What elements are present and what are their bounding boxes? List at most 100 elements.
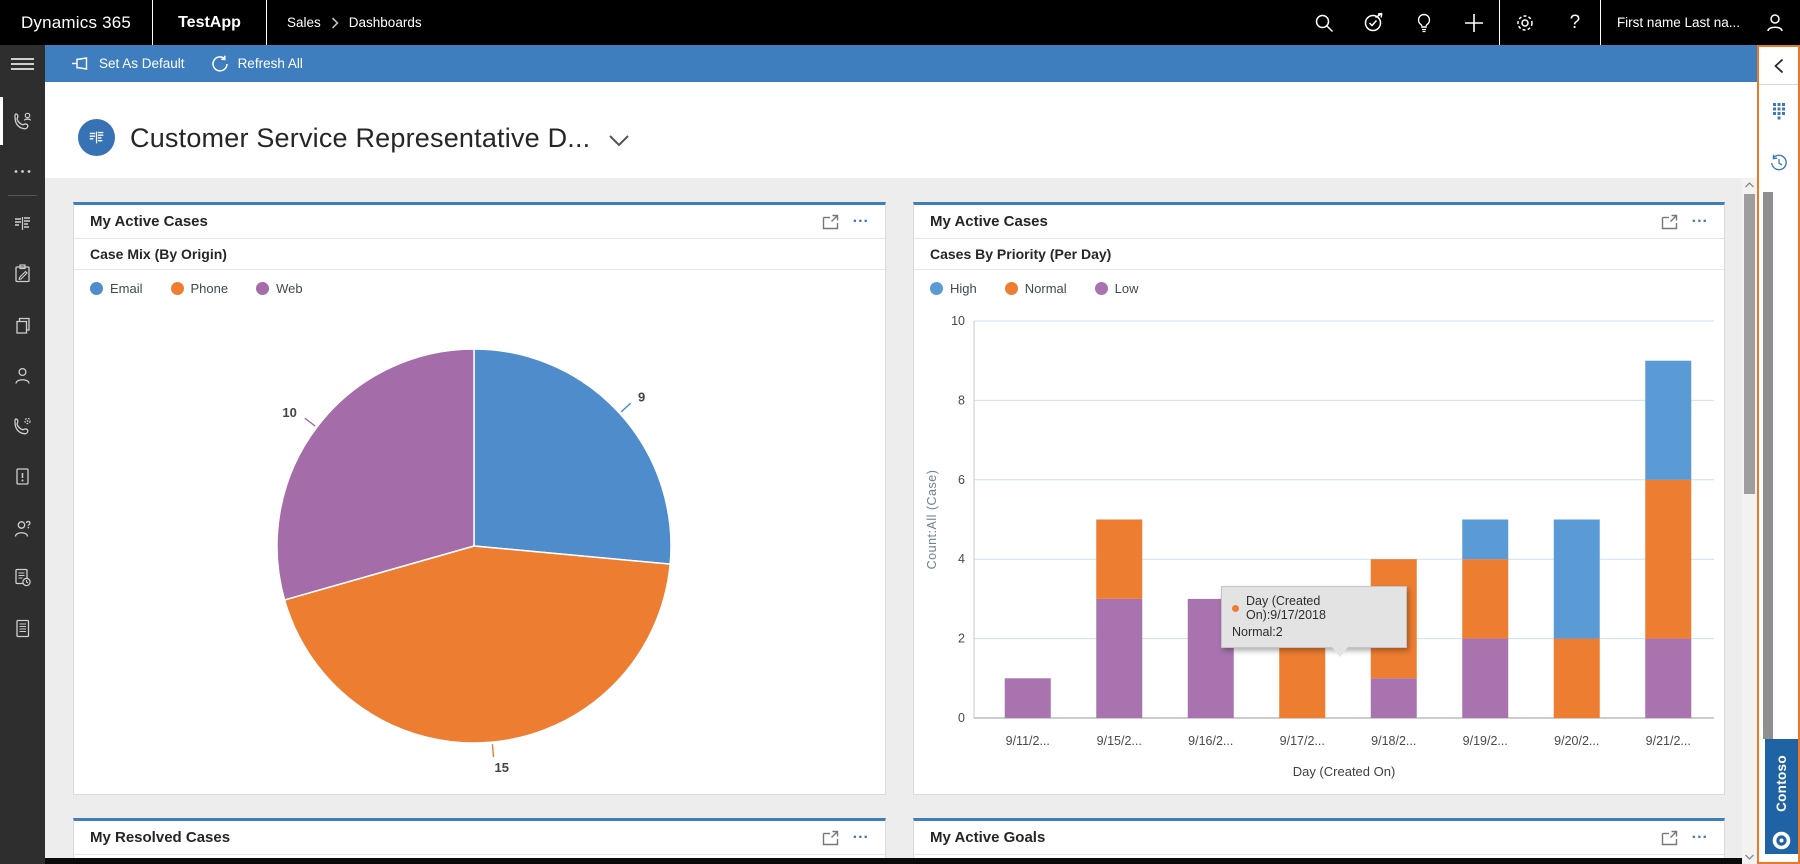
bar-segment-high[interactable]: [1462, 520, 1508, 560]
help-icon: ?: [1570, 12, 1581, 34]
pie-legend: Email Phone Web: [74, 270, 885, 306]
breadcrumb-page[interactable]: Dashboards: [349, 15, 422, 30]
more-ellipsis-icon[interactable]: [12, 161, 33, 182]
bar-segment-low[interactable]: [1462, 639, 1508, 718]
search-button[interactable]: [1299, 0, 1349, 45]
contact-question-icon[interactable]: [12, 518, 33, 539]
dashboard-selector-chevron-icon[interactable]: [608, 134, 630, 147]
bar-segment-normal[interactable]: [1279, 639, 1325, 718]
lightbulb-icon: [1413, 12, 1435, 34]
legend-label: Phone: [191, 281, 229, 296]
expand-icon[interactable]: [822, 214, 839, 230]
legend-item-web[interactable]: Web: [256, 281, 303, 296]
bar-segment-normal[interactable]: [1462, 559, 1508, 638]
help-button[interactable]: ?: [1550, 0, 1600, 45]
scroll-up-arrow[interactable]: [1742, 178, 1757, 192]
task-check-button[interactable]: [1349, 0, 1399, 45]
card-title: My Resolved Cases: [90, 829, 822, 846]
y-axis-title: Count:All (Case): [925, 470, 939, 570]
card-menu-ellipsis[interactable]: ...: [853, 213, 869, 231]
dialpad-grid-icon: [1771, 102, 1787, 121]
bar-segment-high[interactable]: [1554, 520, 1600, 639]
lightbulb-button[interactable]: [1399, 0, 1449, 45]
main-scrollbar: [1742, 178, 1757, 864]
phone-person-icon[interactable]: [12, 111, 33, 132]
selected-nav-indicator: [0, 97, 3, 145]
dynamics-365-brand[interactable]: Dynamics 365: [0, 13, 152, 33]
bar-segment-normal[interactable]: [1096, 520, 1142, 599]
x-tick-label: 9/18/2...: [1371, 734, 1416, 748]
contacts-person-icon[interactable]: [12, 365, 33, 386]
articles-icon[interactable]: [12, 618, 33, 639]
gear-icon: [1514, 12, 1536, 34]
legend-dot: [256, 282, 269, 295]
user-name[interactable]: First name Last na...: [1601, 15, 1750, 30]
bar-segment-low[interactable]: [1005, 678, 1051, 718]
card-menu-ellipsis[interactable]: ...: [853, 829, 869, 847]
cases-icon[interactable]: [12, 466, 33, 487]
command-bar: Set As Default Refresh All: [45, 45, 1757, 82]
chart-subtitle: Case Mix (By Origin): [74, 239, 885, 270]
activities-clipboard-icon[interactable]: [12, 263, 33, 284]
bar-segment-low[interactable]: [1645, 639, 1691, 718]
divider: [266, 0, 267, 45]
chevron-left-icon: [1774, 58, 1784, 74]
set-as-default-label: Set As Default: [99, 56, 185, 71]
pie-slice-email[interactable]: [474, 349, 671, 564]
dashboard-title[interactable]: Customer Service Representative D...: [130, 123, 590, 154]
reports-clock-icon[interactable]: [12, 567, 33, 588]
pie-data-label: 15: [494, 760, 508, 775]
collapse-panel-button[interactable]: [1759, 47, 1798, 85]
app-name[interactable]: TestApp: [153, 14, 266, 32]
x-axis-title: Day (Created On): [1293, 764, 1396, 779]
tenant-name: Contoso: [1774, 755, 1789, 812]
tooltip-line2: Normal:2: [1232, 625, 1396, 639]
bar-segment-normal[interactable]: [1645, 480, 1691, 639]
y-tick-label: 4: [958, 552, 965, 566]
user-menu-button[interactable]: [1750, 0, 1800, 45]
pie-chart[interactable]: 91510: [74, 310, 887, 798]
tooltip-line1: Day (Created On):9/17/2018: [1246, 594, 1396, 622]
dialpad-grid-button[interactable]: [1759, 85, 1798, 137]
set-as-default-button[interactable]: Set As Default: [71, 55, 185, 72]
breadcrumb-area[interactable]: Sales: [287, 15, 321, 30]
legend-item-phone[interactable]: Phone: [171, 281, 229, 296]
bar-chart[interactable]: 02468109/11/2...9/15/2...9/16/2...9/17/2…: [914, 205, 1726, 798]
top-navigation-bar: Dynamics 365 TestApp Sales Dashboards ? …: [0, 0, 1800, 45]
card-menu-ellipsis[interactable]: ...: [1692, 829, 1708, 847]
dashboards-icon[interactable]: [12, 213, 33, 234]
settings-button[interactable]: [1500, 0, 1550, 45]
scroll-down-arrow[interactable]: [1742, 850, 1757, 864]
chart-tooltip: Day (Created On):9/17/2018 Normal:2: [1221, 586, 1407, 648]
y-tick-label: 2: [958, 632, 965, 646]
phone-settings-icon[interactable]: [12, 416, 33, 437]
bar-segment-low[interactable]: [1096, 599, 1142, 718]
card-title: My Active Cases: [90, 213, 822, 230]
dashboard-header: Customer Service Representative D...: [45, 82, 1757, 178]
bar-segment-low[interactable]: [1371, 678, 1417, 718]
dashboard-canvas: My Active Cases ... Case Mix (By Origin)…: [45, 178, 1742, 864]
bar-segment-normal[interactable]: [1554, 639, 1600, 718]
hamburger-menu-icon[interactable]: [11, 58, 34, 70]
bar-segment-high[interactable]: [1645, 361, 1691, 480]
add-button[interactable]: [1449, 0, 1499, 45]
refresh-all-label: Refresh All: [238, 56, 303, 71]
x-tick-label: 9/15/2...: [1097, 734, 1142, 748]
dashboard-glyph-icon: [87, 128, 106, 147]
documents-icon[interactable]: [12, 315, 33, 336]
refresh-icon: [211, 55, 229, 73]
contoso-tenant-tab[interactable]: Contoso: [1765, 739, 1798, 854]
panel-scrollbar-thumb[interactable]: [1763, 192, 1773, 739]
refresh-all-button[interactable]: Refresh All: [211, 55, 303, 73]
history-button[interactable]: [1759, 137, 1798, 189]
x-tick-label: 9/11/2...: [1006, 734, 1050, 748]
chevron-right-icon: [331, 17, 339, 29]
legend-dot: [90, 282, 103, 295]
expand-icon[interactable]: [1661, 830, 1678, 846]
x-tick-label: 9/16/2...: [1188, 734, 1233, 748]
legend-item-email[interactable]: Email: [90, 281, 143, 296]
right-side-panel: Contoso: [1757, 45, 1800, 864]
scrollbar-thumb[interactable]: [1744, 194, 1755, 494]
expand-icon[interactable]: [822, 830, 839, 846]
dashboard-avatar-icon[interactable]: [78, 119, 115, 156]
